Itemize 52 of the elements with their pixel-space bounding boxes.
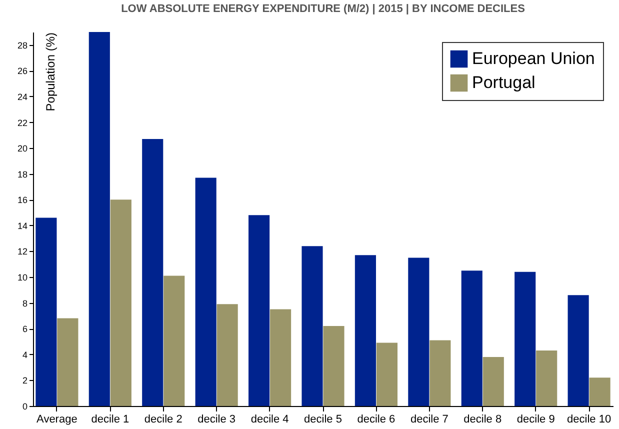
bar [88, 32, 110, 406]
bar [323, 326, 344, 406]
y-tick-label: 4 [22, 350, 28, 360]
x-tick-label: decile 4 [250, 414, 289, 426]
y-tick-label: 26 [17, 66, 28, 76]
legend-label: Portugal [472, 73, 536, 92]
chart-title: LOW ABSOLUTE ENERGY EXPENDITURE (M/2) | 2015 | BY INCOME DECILES [121, 3, 525, 15]
bar [430, 340, 451, 406]
y-tick-label: 12 [17, 246, 28, 257]
y-tick-label: 6 [22, 324, 28, 334]
y-tick-label: 16 [17, 195, 28, 206]
x-tick-label: decile 9 [516, 414, 555, 426]
bar [248, 215, 270, 406]
bar [36, 218, 57, 406]
y-tick-label: 24 [17, 92, 28, 102]
bar [568, 295, 589, 406]
x-tick-label: decile 3 [198, 414, 236, 426]
bar [589, 378, 610, 406]
y-tick-label: 2 [22, 376, 28, 386]
bar [408, 258, 430, 406]
x-tick-label: Average [36, 414, 78, 426]
bar [514, 272, 536, 406]
x-tick-label: decile 7 [410, 414, 448, 426]
bar [57, 318, 78, 406]
x-tick-label: decile 2 [144, 414, 182, 426]
x-tick-label: decile 6 [357, 414, 396, 426]
y-tick-label: 8 [22, 298, 28, 308]
bar [164, 276, 185, 406]
y-tick-label: 20 [17, 144, 28, 154]
bar [482, 356, 504, 406]
bar [354, 255, 376, 406]
legend-label: European Union [472, 49, 595, 68]
y-tick-label: 28 [17, 40, 28, 50]
bar [270, 309, 292, 406]
bar [536, 350, 558, 406]
y-tick-label: 18 [17, 169, 28, 180]
x-tick-label: decile 10 [567, 414, 612, 426]
y-tick-label: 0 [22, 402, 28, 412]
y-axis-title: Population (%) [44, 32, 58, 112]
x-tick-label: decile 5 [304, 414, 342, 426]
bar [461, 270, 482, 406]
bar [110, 200, 132, 406]
x-tick-label: decile 1 [91, 414, 130, 426]
y-tick-label: 14 [17, 220, 28, 231]
bar [142, 139, 164, 406]
bar [302, 246, 323, 406]
bar [216, 304, 238, 406]
y-tick-label: 10 [17, 272, 28, 283]
bar [195, 178, 216, 406]
y-tick-label: 22 [17, 118, 28, 128]
bar [376, 342, 398, 406]
x-tick-label: decile 8 [464, 414, 502, 426]
